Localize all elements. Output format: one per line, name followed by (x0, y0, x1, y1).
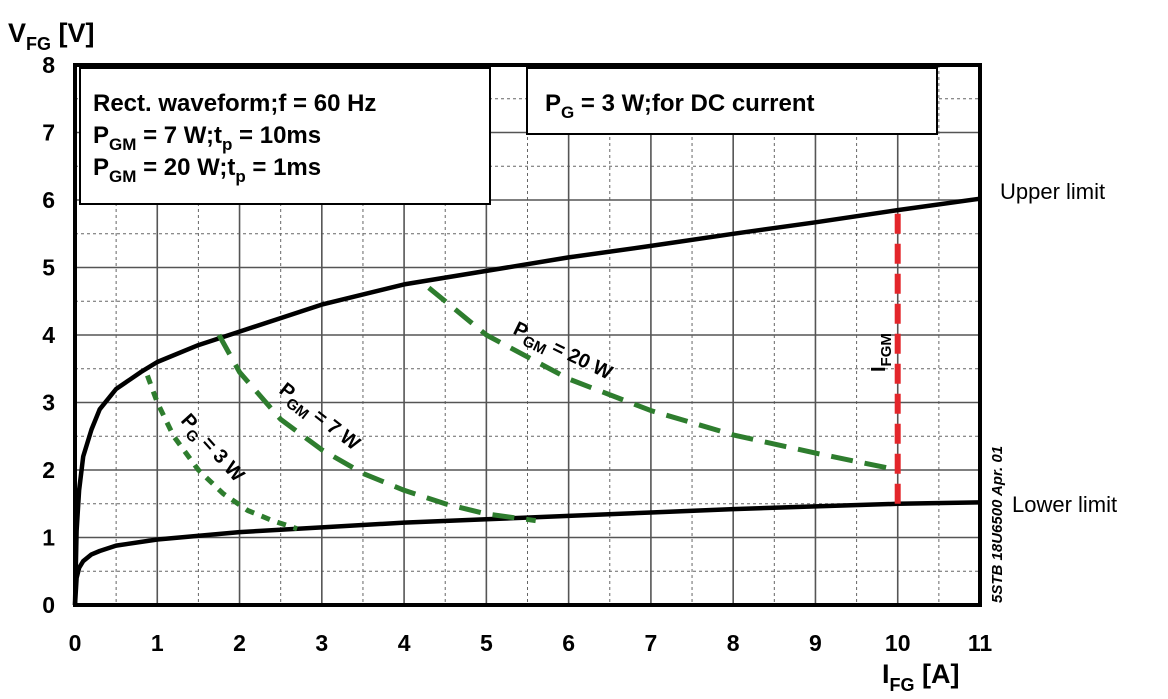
datasheet-reference: 5STB 18U6500 Apr. 01 (989, 446, 1006, 603)
y-tick-label: 7 (42, 120, 55, 146)
y-tick-label: 3 (42, 390, 55, 416)
y-axis-title: VFG [V] (8, 18, 95, 54)
y-tick-label: 5 (42, 255, 55, 281)
waveform-label: Rect. waveform;f = 60 Hz (93, 90, 376, 117)
series-p-g-3-w (145, 374, 298, 532)
x-tick-label: 4 (398, 630, 411, 656)
x-tick-label: 8 (727, 630, 740, 656)
x-tick-labels: 0 1 2 3 4 5 6 7 8 9 10 11 (69, 630, 993, 656)
series-p-gm-7-w (216, 333, 537, 524)
y-tick-label: 4 (42, 322, 55, 348)
y-tick-labels: 0 1 2 3 4 5 6 7 8 (42, 52, 55, 618)
curves (72, 196, 981, 606)
y-tick-label: 2 (42, 457, 55, 483)
x-tick-label: 2 (233, 630, 246, 656)
pg-3w-curve-label: PG = 3 W (173, 410, 249, 490)
y-tick-label: 8 (42, 52, 55, 78)
y-tick-label: 1 (42, 525, 55, 551)
x-tick-label: 9 (809, 630, 822, 656)
x-axis-title: IFG [A] (882, 659, 960, 695)
pgm-20w-spec: PGM = 20 W;tp = 1ms (93, 154, 321, 186)
x-tick-label: 11 (968, 630, 993, 656)
x-tick-label: 3 (315, 630, 328, 656)
dc-power-box (526, 67, 938, 135)
x-tick-label: 5 (480, 630, 493, 656)
x-tick-label: 10 (885, 630, 911, 656)
plot-frame (73, 63, 982, 607)
x-tick-label: 0 (69, 630, 82, 656)
series-lower-limit (72, 500, 981, 606)
grid (75, 65, 980, 605)
upper-limit-label: Upper limit (1000, 179, 1105, 204)
x-tick-label: 7 (645, 630, 658, 656)
x-tick-label: 6 (562, 630, 575, 656)
dc-power-label: PG = 3 W;for DC current (545, 90, 815, 122)
y-tick-label: 0 (42, 592, 55, 618)
lower-limit-label: Lower limit (1012, 492, 1117, 517)
y-tick-label: 6 (42, 187, 55, 213)
series-p-gm-20-w (427, 285, 899, 473)
pgm-7w-spec: PGM = 7 W;tp = 10ms (93, 122, 321, 154)
x-tick-label: 1 (151, 630, 164, 656)
ifgm-label: IFGM (868, 333, 895, 372)
waveform-info-box (79, 67, 491, 205)
